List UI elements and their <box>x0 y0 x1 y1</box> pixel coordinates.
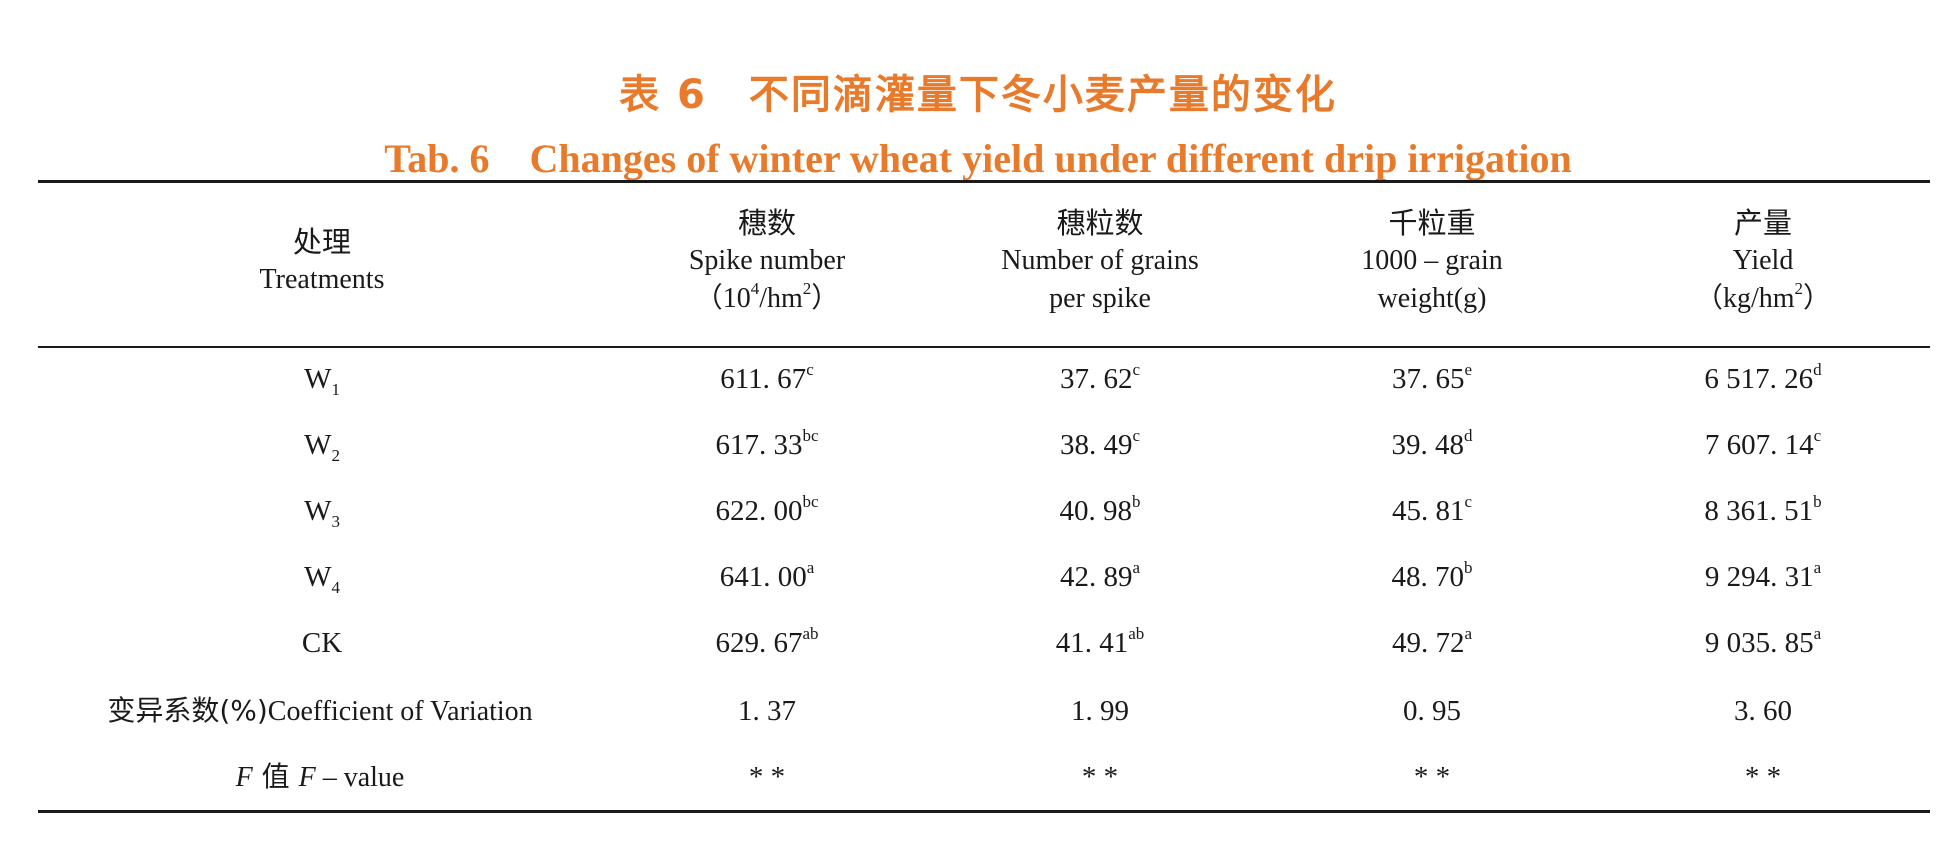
table-cell: 37. 65e <box>1391 360 1473 395</box>
table-cell: 41. 41ab <box>1055 624 1145 659</box>
header-spike-number-unit: （104/hm2） <box>694 279 840 314</box>
table-cell: 6 517. 26d <box>1704 360 1822 395</box>
table-cell: 7 607. 14c <box>1704 426 1822 461</box>
f-cell-spike: * * <box>748 761 786 793</box>
row-label: W4 <box>304 561 340 597</box>
header-yield: 产量 Yield （kg/hm2） <box>1695 204 1831 318</box>
cv-cell-grains: 1. 99 <box>1071 695 1129 727</box>
header-treatments-en: Treatments <box>259 264 385 295</box>
header-spike-number: 穗数 Spike number （104/hm2） <box>689 204 845 318</box>
cv-cell-yield: 3. 60 <box>1734 695 1792 727</box>
f-row-label: F 值 F – value <box>235 760 405 793</box>
table-cell: 611. 67c <box>720 360 814 395</box>
row-label: W3 <box>304 495 340 531</box>
header-treatments-cn: 处理 <box>292 225 351 259</box>
table-cell: 42. 89a <box>1059 558 1141 593</box>
bottom-rule <box>38 810 1930 813</box>
table-cell: 39. 48d <box>1391 426 1473 461</box>
top-rule <box>38 180 1930 183</box>
table-cell: 617. 33bc <box>715 426 819 461</box>
header-rule <box>38 346 1930 348</box>
table-title-en: Tab. 6 Changes of winter wheat yield und… <box>384 136 1572 181</box>
table-cell: 622. 00bc <box>715 492 819 527</box>
f-cell-grains: * * <box>1081 761 1119 793</box>
table-cell: 45. 81c <box>1391 492 1473 527</box>
header-spike-number-cn: 穗数 <box>737 206 796 240</box>
table-cell: 9 294. 31a <box>1704 558 1822 593</box>
header-yield-en: Yield <box>1732 245 1794 276</box>
header-yield-unit: （kg/hm2） <box>1694 279 1832 314</box>
header-grains-per-spike: 穗粒数 Number of grains per spike <box>1001 204 1199 318</box>
header-grains-cn: 穗粒数 <box>1056 206 1144 240</box>
table-title-cn: 表 6 不同滴灌量下冬小麦产量的变化 <box>619 72 1337 118</box>
table-cell: 629. 67ab <box>715 624 819 659</box>
table-cell: 38. 49c <box>1059 426 1141 461</box>
f-cell-yield: * * <box>1744 761 1782 793</box>
row-label: W1 <box>304 363 340 399</box>
header-grains-en2: per spike <box>1049 283 1151 314</box>
header-weight-en2: weight(g) <box>1377 283 1487 314</box>
row-label: W2 <box>304 429 340 465</box>
header-treatments: 处理 Treatments <box>260 223 385 299</box>
header-spike-number-en: Spike number <box>688 245 846 276</box>
table-cell: 40. 98b <box>1059 492 1141 527</box>
table-cell: 37. 62c <box>1059 360 1141 395</box>
header-yield-cn: 产量 <box>1733 206 1793 240</box>
table-cell: 8 361. 51b <box>1704 492 1822 527</box>
f-cell-weight: * * <box>1413 761 1451 793</box>
row-label: CK <box>301 627 343 659</box>
table-cell: 641. 00a <box>719 558 815 593</box>
header-grain-weight: 千粒重 1000 – grain weight(g) <box>1361 204 1503 318</box>
table-cell: 48. 70b <box>1391 558 1473 593</box>
table-cell: 49. 72a <box>1391 624 1473 659</box>
header-weight-en1: 1000 – grain <box>1361 245 1503 276</box>
cv-row-label: 变异系数(%)Coefficient of Variation <box>107 694 533 727</box>
cv-cell-spike: 1. 37 <box>738 695 796 727</box>
table-cell: 9 035. 85a <box>1704 624 1822 659</box>
header-grains-en1: Number of grains <box>1001 245 1199 276</box>
cv-cell-weight: 0. 95 <box>1403 695 1461 727</box>
header-weight-cn: 千粒重 <box>1388 206 1476 240</box>
